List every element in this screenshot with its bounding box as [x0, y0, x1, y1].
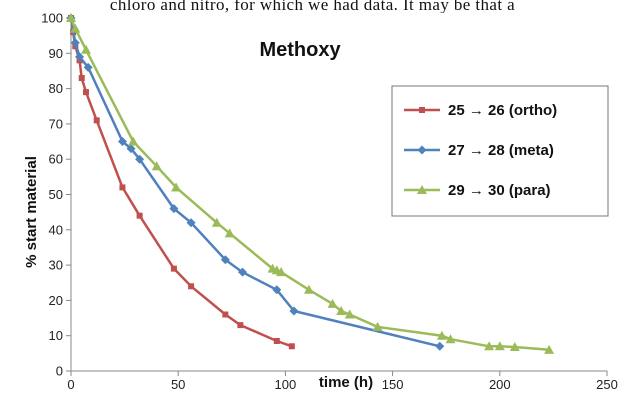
legend-marker: [417, 145, 427, 155]
data-point: [186, 218, 196, 228]
y-tick-label: 100: [41, 11, 63, 26]
data-point: [75, 52, 85, 62]
series-line: [69, 17, 550, 352]
data-point: [273, 337, 280, 344]
data-point: [83, 62, 93, 72]
legend-label: 29 → 30 (para): [448, 182, 551, 199]
y-tick-label: 80: [49, 81, 63, 96]
x-axis-title: time (h): [319, 374, 373, 391]
data-point: [327, 298, 338, 308]
data-point: [544, 344, 555, 354]
y-tick-label: 90: [49, 46, 63, 61]
axes: 0 10 20 30 40 50 60 70 80 90 100 0 50 100 150 200 250: [41, 11, 618, 393]
series-layer: [66, 13, 555, 354]
data-point: [484, 341, 495, 351]
x-tick-label: 0: [67, 377, 74, 392]
data-point: [83, 89, 90, 96]
y-tick-label: 20: [49, 293, 63, 308]
data-point: [128, 136, 139, 146]
y-axis-title: % start material: [23, 156, 40, 268]
legend-label: 27 → 28 (meta): [448, 142, 554, 159]
data-point: [276, 267, 287, 277]
data-point: [170, 265, 177, 272]
y-tick-label: 30: [49, 258, 63, 273]
data-point: [272, 285, 282, 295]
x-tick-label: 150: [382, 377, 404, 392]
data-point: [445, 334, 456, 344]
data-point: [237, 322, 244, 329]
series-1: [68, 15, 295, 350]
y-tick-label: 60: [49, 152, 63, 167]
legend-entry-2: 27 → 28 (meta): [404, 142, 554, 159]
data-point: [151, 161, 162, 171]
series-3: [66, 13, 555, 354]
data-point: [509, 341, 520, 351]
data-point: [136, 212, 143, 219]
y-tick-label: 10: [49, 328, 63, 343]
data-point: [93, 117, 100, 124]
data-point: [135, 154, 145, 164]
x-tick-label: 100: [275, 377, 297, 392]
data-point: [289, 306, 299, 316]
data-point: [372, 321, 383, 331]
series-line: [69, 17, 441, 348]
data-point: [238, 267, 248, 277]
legend: 25 → 26 (ortho) 27 → 28 (meta) 29 → 30 (pa…: [391, 85, 609, 217]
series-line: [69, 17, 293, 348]
data-point: [436, 330, 447, 340]
y-tick-label: 40: [49, 222, 63, 237]
data-point: [66, 13, 76, 22]
data-point: [188, 283, 195, 290]
page-text-fragment: chloro and nitro, for which we had data.…: [109, 0, 516, 13]
legend-label: 25 → 26 (ortho): [448, 102, 557, 119]
legend-marker: [417, 185, 427, 194]
series-2: [66, 13, 445, 351]
y-tick-label: 70: [49, 116, 63, 131]
data-point: [70, 38, 80, 48]
data-point: [126, 144, 136, 154]
data-point: [119, 184, 126, 191]
chart-title: Methoxy: [259, 39, 341, 61]
y-tick-label: 0: [56, 364, 63, 379]
legend-entry-3: 29 → 30 (para): [404, 182, 551, 199]
data-point: [303, 284, 314, 294]
data-point: [211, 217, 222, 227]
data-point: [494, 341, 505, 351]
data-point: [336, 305, 347, 315]
x-tick-label: 250: [596, 377, 618, 392]
data-point: [435, 341, 445, 351]
data-point: [70, 23, 81, 33]
legend-marker: [419, 107, 425, 113]
legend-entry-1: 25 → 26 (ortho): [404, 102, 557, 119]
data-point: [117, 137, 127, 147]
data-point: [78, 75, 85, 82]
data-point: [288, 343, 295, 350]
data-point: [171, 182, 182, 192]
x-tick-label: 50: [171, 377, 185, 392]
data-point: [220, 255, 230, 265]
y-tick-label: 50: [49, 187, 63, 202]
x-tick-label: 200: [489, 377, 511, 392]
data-point: [81, 44, 92, 54]
data-point: [344, 309, 355, 319]
data-point: [169, 204, 179, 214]
data-point: [224, 228, 235, 238]
data-point: [222, 311, 229, 318]
